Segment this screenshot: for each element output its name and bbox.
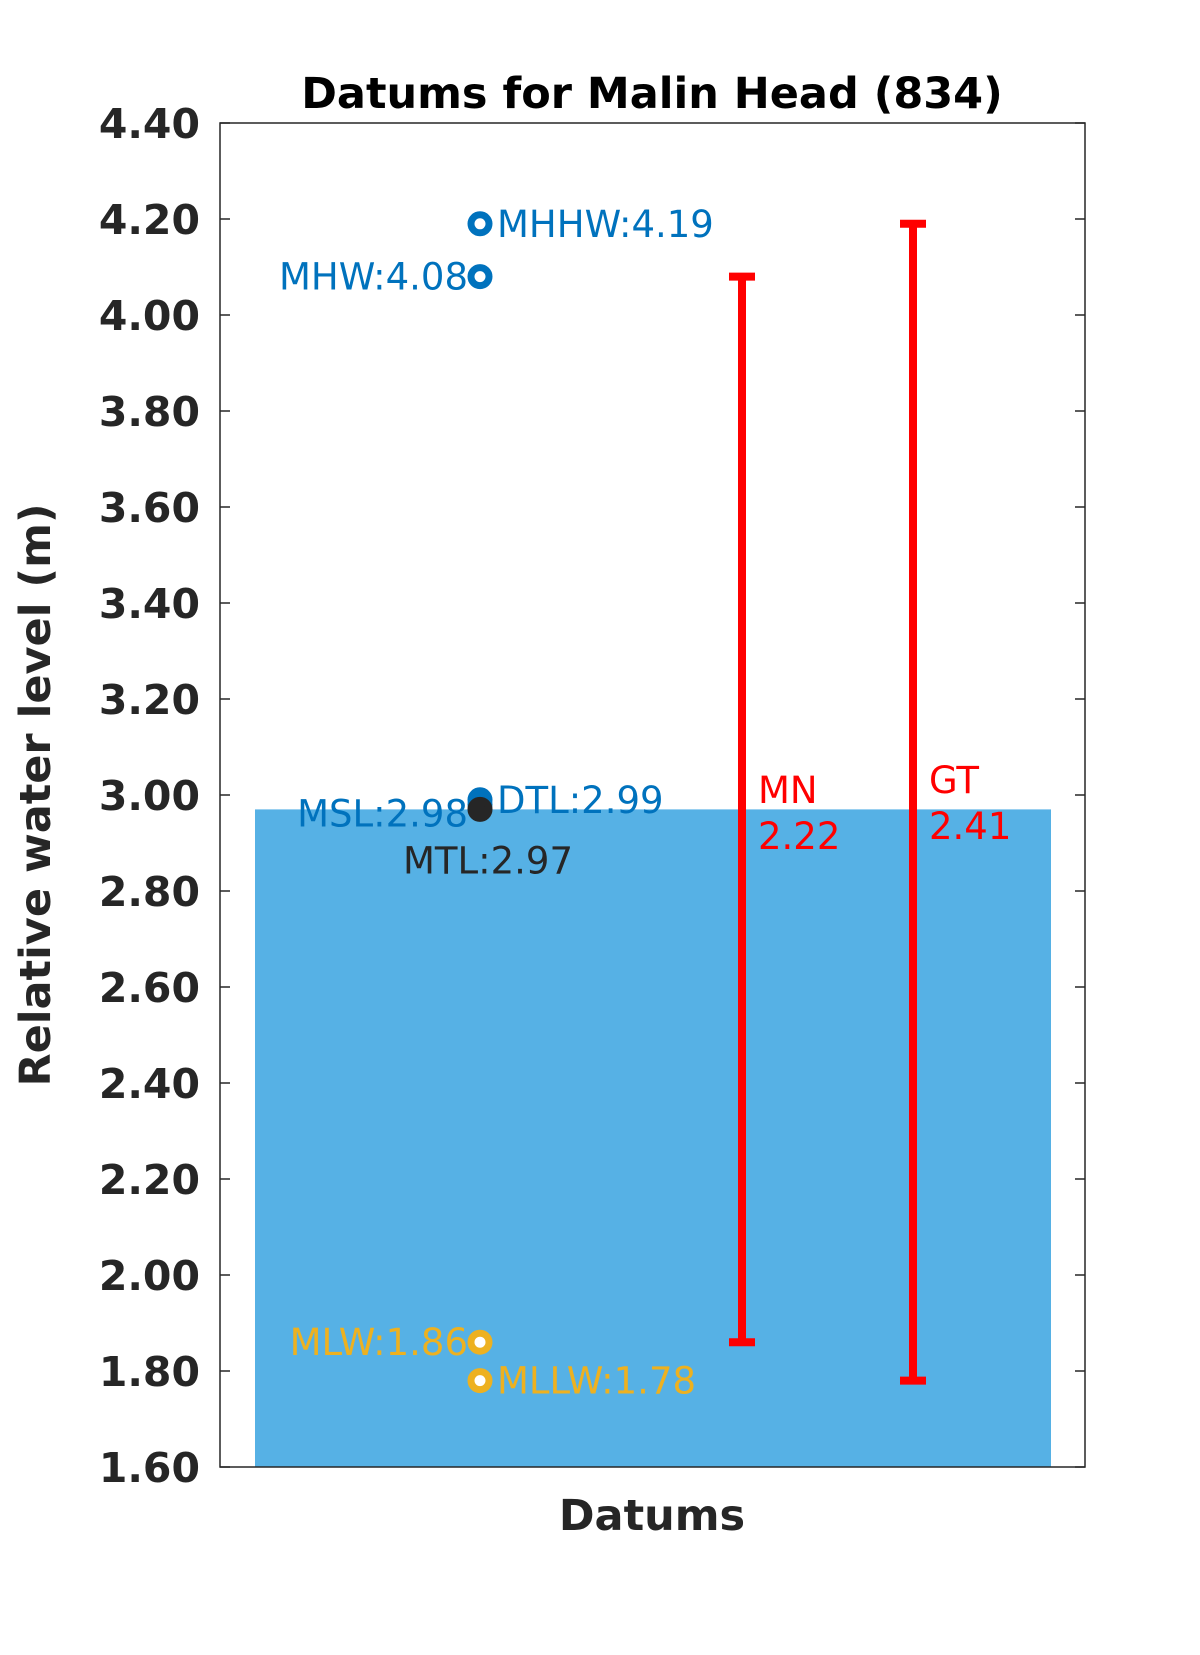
y-axis-label: Relative water level (m) bbox=[11, 503, 61, 1086]
range-name-label: GT bbox=[929, 759, 979, 802]
datum-label-msl: MSL:2.98 bbox=[297, 793, 468, 836]
y-tick-label: 4.20 bbox=[99, 196, 200, 244]
y-tick-label: 1.80 bbox=[99, 1348, 200, 1396]
range-value-label: 2.41 bbox=[929, 805, 1011, 848]
background-bar bbox=[255, 809, 1051, 1467]
chart-title: Datums for Malin Head (834) bbox=[301, 69, 1003, 119]
x-axis-label: Datums bbox=[559, 1491, 745, 1541]
y-tick-label: 3.20 bbox=[99, 676, 200, 724]
y-tick-label: 2.80 bbox=[99, 868, 200, 916]
datum-label-mlw: MLW:1.86 bbox=[290, 1321, 468, 1364]
datum-label-dtl: DTL:2.99 bbox=[497, 779, 664, 822]
range-name-label: MN bbox=[758, 769, 818, 812]
datum-label-mhw: MHW:4.08 bbox=[279, 256, 468, 299]
range-value-label: 2.22 bbox=[758, 815, 840, 858]
y-tick-label: 4.00 bbox=[99, 292, 200, 340]
datum-point-mlw bbox=[467, 1329, 493, 1355]
y-tick-label: 3.80 bbox=[99, 388, 200, 436]
datum-point-mllw bbox=[467, 1368, 493, 1394]
datum-point-mhw bbox=[467, 264, 493, 290]
datum-point-mhhw bbox=[467, 211, 493, 237]
y-tick-label: 3.00 bbox=[99, 772, 200, 820]
y-tick-label: 2.40 bbox=[99, 1060, 200, 1108]
datum-label-mllw: MLLW:1.78 bbox=[497, 1360, 696, 1403]
datum-label-mhhw: MHHW:4.19 bbox=[497, 203, 714, 246]
y-tick-label: 1.60 bbox=[99, 1444, 200, 1492]
datum-point-mtl bbox=[467, 796, 493, 822]
y-tick-label: 3.40 bbox=[99, 580, 200, 628]
y-tick-label: 2.20 bbox=[99, 1156, 200, 1204]
datum-label-mtl: MTL:2.97 bbox=[403, 839, 573, 882]
y-tick-label: 3.60 bbox=[99, 484, 200, 532]
y-tick-label: 2.60 bbox=[99, 964, 200, 1012]
y-tick-label: 4.40 bbox=[99, 100, 200, 148]
y-tick-label: 2.00 bbox=[99, 1252, 200, 1300]
